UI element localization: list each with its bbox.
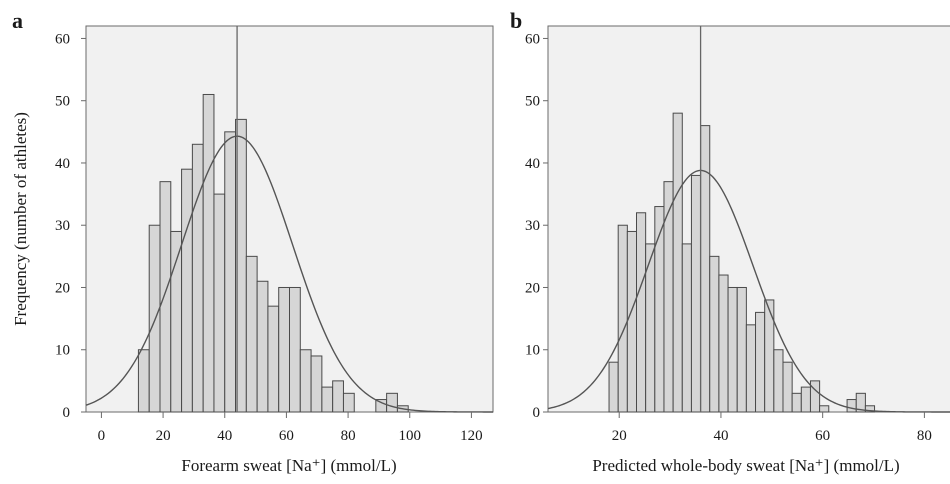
- histogram-bar: [245, 255, 258, 413]
- x-tick-label: 40: [713, 428, 728, 444]
- histogram-bar: [709, 255, 720, 413]
- histogram-bar: [864, 405, 876, 413]
- histogram-bar: [299, 349, 312, 413]
- histogram-bar: [224, 131, 237, 413]
- histogram-bar: [809, 380, 821, 413]
- y-axis-label: Frequency (number of athletes): [11, 112, 30, 326]
- histogram-bar: [736, 286, 747, 413]
- histogram-bar: [159, 181, 172, 413]
- histogram-bar: [773, 349, 784, 413]
- histogram-bar: [700, 125, 711, 413]
- histogram-bar: [663, 181, 674, 413]
- bars: [608, 112, 876, 413]
- y-tick-label: 60: [525, 31, 540, 47]
- y-tick-label: 50: [525, 94, 540, 110]
- histogram-bar: [626, 230, 638, 413]
- normal-curve: [547, 169, 950, 413]
- x-tick-label: 60: [279, 428, 294, 444]
- histogram-bar: [636, 212, 647, 413]
- x-tick-label: 20: [612, 428, 627, 444]
- x-tick-label: 20: [156, 428, 171, 444]
- histogram-bar: [690, 174, 702, 413]
- histogram-bar: [855, 392, 866, 413]
- histogram-bar: [800, 386, 811, 413]
- histogram-bar: [256, 280, 269, 413]
- panel-label: a: [12, 8, 23, 33]
- x-tick-label: 80: [917, 428, 932, 444]
- histogram-bar: [718, 274, 729, 413]
- y-tick-label: 20: [55, 280, 70, 296]
- bars: [137, 93, 409, 413]
- x-axis-label: Predicted whole-body sweat [Na⁺] (mmol/L…: [592, 456, 899, 475]
- histogram-bar: [755, 311, 766, 413]
- histogram-bar: [727, 286, 738, 413]
- y-tick-label: 10: [525, 343, 540, 359]
- panel-label: b: [510, 8, 522, 33]
- histogram-bar: [191, 143, 204, 413]
- y-tick-label: 10: [55, 343, 70, 359]
- y-tick-label: 0: [63, 405, 71, 421]
- panel-b: b 0 10 20 30 40 50 60 20 40 60 80 Predicted whole…: [510, 8, 950, 475]
- histogram-bar: [137, 349, 150, 413]
- histogram-bar: [267, 305, 280, 413]
- histogram-bar: [791, 392, 802, 413]
- x-tick-label: 60: [815, 428, 830, 444]
- y-tick-label: 30: [525, 218, 540, 234]
- histogram-bar: [819, 405, 830, 413]
- histogram-bar: [321, 386, 334, 413]
- y-tick-labels: 0 10 20 30 40 50 60: [55, 31, 86, 421]
- histogram-bar: [654, 206, 665, 413]
- histogram-bar: [681, 243, 692, 413]
- y-tick-labels: 0 10 20 30 40 50 60: [525, 31, 548, 421]
- y-tick-label: 0: [533, 405, 541, 421]
- histogram-bar: [202, 93, 215, 413]
- x-tick-label: 80: [341, 428, 356, 444]
- histogram-bar: [672, 112, 683, 413]
- histogram-bar: [289, 286, 301, 413]
- y-tick-label: 50: [55, 94, 70, 110]
- histogram-bar: [745, 324, 757, 413]
- y-tick-label: 40: [55, 156, 70, 172]
- histogram-bar: [342, 392, 355, 413]
- y-tick-label: 40: [525, 156, 540, 172]
- histogram-bar: [608, 361, 619, 413]
- histogram-bar: [846, 399, 857, 413]
- histogram-bar: [213, 193, 226, 413]
- normal-curve: [85, 135, 493, 413]
- histogram-bar: [617, 224, 628, 413]
- x-tick-labels: 20 40 60 80: [612, 412, 932, 444]
- y-tick-label: 30: [55, 218, 70, 234]
- histogram-bar: [170, 230, 183, 413]
- histogram-bar: [278, 286, 290, 413]
- y-tick-label: 20: [525, 280, 540, 296]
- histogram-bar: [332, 380, 344, 413]
- histogram-bar: [782, 361, 793, 413]
- normal-curve-line: [85, 135, 493, 413]
- panel-a: a 0 10 20 30 40 50 60 0 20 40 60 80 100 120 Forearm …: [11, 8, 494, 475]
- normal-curve-line: [547, 169, 950, 413]
- histogram-bar: [386, 392, 398, 413]
- histogram-bar: [181, 168, 193, 413]
- x-tick-labels: 0 20 40 60 80 100 120: [98, 412, 483, 444]
- x-tick-label: 0: [98, 428, 106, 444]
- x-tick-label: 100: [399, 428, 422, 444]
- histogram-bar: [310, 355, 323, 413]
- x-tick-label: 120: [460, 428, 483, 444]
- histogram-bar: [148, 224, 161, 413]
- x-axis-label: Forearm sweat [Na⁺] (mmol/L): [181, 456, 396, 475]
- x-tick-label: 40: [217, 428, 232, 444]
- y-tick-label: 60: [55, 31, 70, 47]
